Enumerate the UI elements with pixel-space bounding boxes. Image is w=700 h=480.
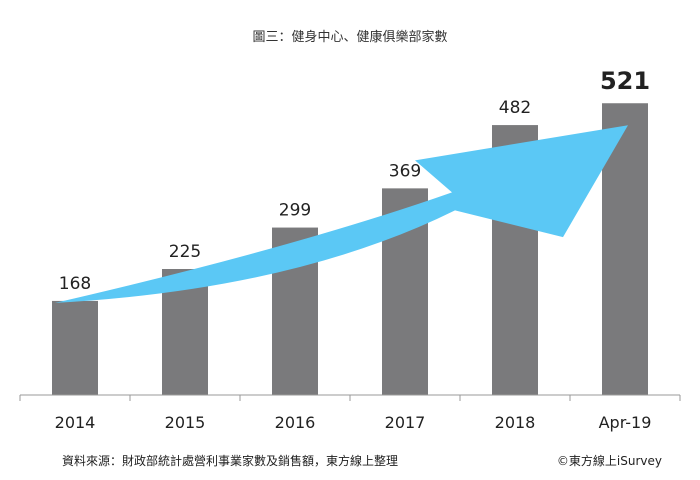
x-tick-label: 2018 [495,413,536,432]
x-tick-label: 2017 [385,413,426,432]
value-labels-group: 168 225 299 369 482 521 [59,67,650,294]
x-tick-label: Apr-19 [599,413,652,432]
x-ticks-group [19,395,681,401]
x-tick-label: 2016 [275,413,316,432]
brand-credit: ©東方線上iSurvey [556,454,662,468]
value-label: 168 [59,274,91,294]
growth-arrow [55,125,628,303]
x-tick-label: 2014 [55,413,96,432]
source-note: 資料來源：財政部統計處營利事業家數及銷售額，東方線上整理 [62,454,399,468]
x-tick-label: 2015 [165,413,206,432]
value-label: 369 [389,161,421,181]
chart-title: 圖三：健身中心、健康俱樂部家數 [252,30,448,45]
x-tick-labels-group: 2014 2015 2016 2017 2018 Apr-19 [55,413,652,432]
value-label: 225 [169,242,201,262]
value-label: 299 [279,201,311,221]
bar-2014 [52,300,98,395]
value-label: 521 [600,67,650,95]
value-label: 482 [499,98,531,118]
